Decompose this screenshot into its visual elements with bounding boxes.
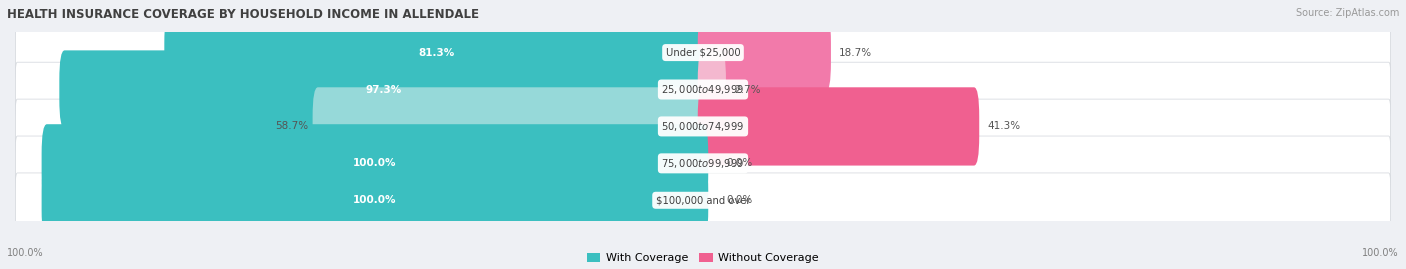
- Text: 100.0%: 100.0%: [7, 248, 44, 258]
- Text: $25,000 to $49,999: $25,000 to $49,999: [661, 83, 745, 96]
- FancyBboxPatch shape: [165, 13, 709, 92]
- FancyBboxPatch shape: [15, 25, 1391, 80]
- FancyBboxPatch shape: [15, 99, 1391, 154]
- Text: 0.0%: 0.0%: [725, 195, 752, 205]
- Text: 0.0%: 0.0%: [725, 158, 752, 168]
- Text: 58.7%: 58.7%: [276, 121, 308, 132]
- Text: Source: ZipAtlas.com: Source: ZipAtlas.com: [1295, 8, 1399, 18]
- FancyBboxPatch shape: [42, 124, 709, 203]
- Text: $75,000 to $99,999: $75,000 to $99,999: [661, 157, 745, 170]
- Text: 100.0%: 100.0%: [353, 158, 396, 168]
- Text: Under $25,000: Under $25,000: [665, 48, 741, 58]
- Text: 18.7%: 18.7%: [839, 48, 872, 58]
- FancyBboxPatch shape: [697, 87, 979, 165]
- Text: 2.7%: 2.7%: [734, 84, 761, 94]
- Legend: With Coverage, Without Coverage: With Coverage, Without Coverage: [582, 248, 824, 268]
- Text: 41.3%: 41.3%: [987, 121, 1021, 132]
- FancyBboxPatch shape: [312, 87, 709, 165]
- Text: HEALTH INSURANCE COVERAGE BY HOUSEHOLD INCOME IN ALLENDALE: HEALTH INSURANCE COVERAGE BY HOUSEHOLD I…: [7, 8, 479, 21]
- FancyBboxPatch shape: [697, 50, 725, 129]
- FancyBboxPatch shape: [59, 50, 709, 129]
- Text: 97.3%: 97.3%: [366, 84, 402, 94]
- Text: 81.3%: 81.3%: [418, 48, 454, 58]
- FancyBboxPatch shape: [15, 173, 1391, 228]
- Text: $100,000 and over: $100,000 and over: [655, 195, 751, 205]
- Text: 100.0%: 100.0%: [353, 195, 396, 205]
- FancyBboxPatch shape: [15, 136, 1391, 191]
- FancyBboxPatch shape: [42, 161, 709, 239]
- FancyBboxPatch shape: [697, 13, 831, 92]
- Text: $50,000 to $74,999: $50,000 to $74,999: [661, 120, 745, 133]
- FancyBboxPatch shape: [15, 62, 1391, 117]
- Text: 100.0%: 100.0%: [1362, 248, 1399, 258]
